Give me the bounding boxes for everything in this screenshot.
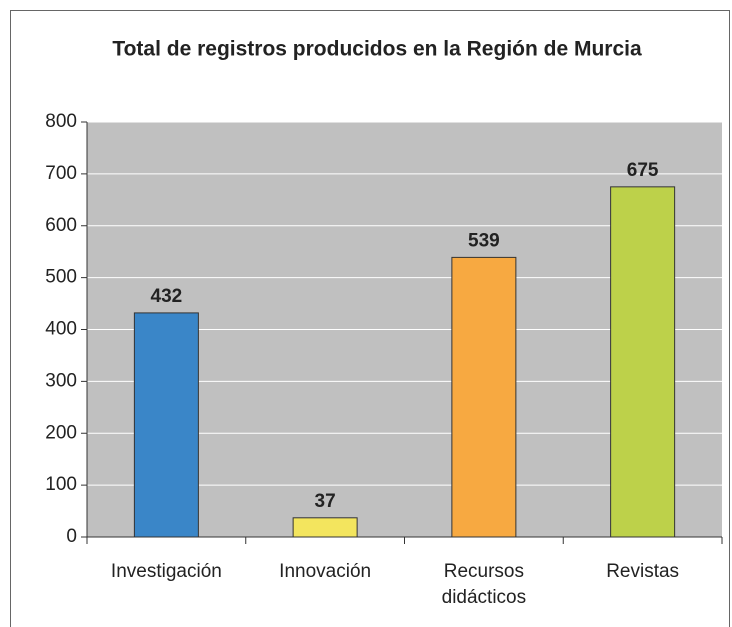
x-tick-label: Innovación (279, 561, 372, 582)
y-tick-label: 200 (45, 422, 77, 443)
y-tick-label: 100 (45, 474, 77, 495)
x-tick-label: Investigación (110, 561, 222, 582)
value-label: 675 (627, 160, 659, 181)
bar (292, 517, 358, 538)
y-tick-label: 700 (45, 163, 77, 184)
value-label: 37 (315, 491, 336, 512)
chart-title: Total de registros producidos en la Regi… (112, 38, 642, 61)
y-tick-label: 800 (45, 111, 77, 132)
y-tick-label: 600 (45, 215, 77, 236)
bar (133, 312, 199, 538)
y-tick-label: 0 (66, 526, 77, 547)
y-tick-label: 500 (45, 267, 77, 288)
value-label: 432 (151, 286, 183, 307)
x-tick-label: Revistas (606, 561, 680, 582)
value-label: 539 (468, 230, 500, 251)
bar (451, 256, 517, 538)
y-tick-label: 400 (45, 319, 77, 340)
bar (610, 186, 676, 538)
x-tick-label: Recursos didácticos (441, 561, 527, 608)
y-tick-label: 300 (45, 370, 77, 391)
